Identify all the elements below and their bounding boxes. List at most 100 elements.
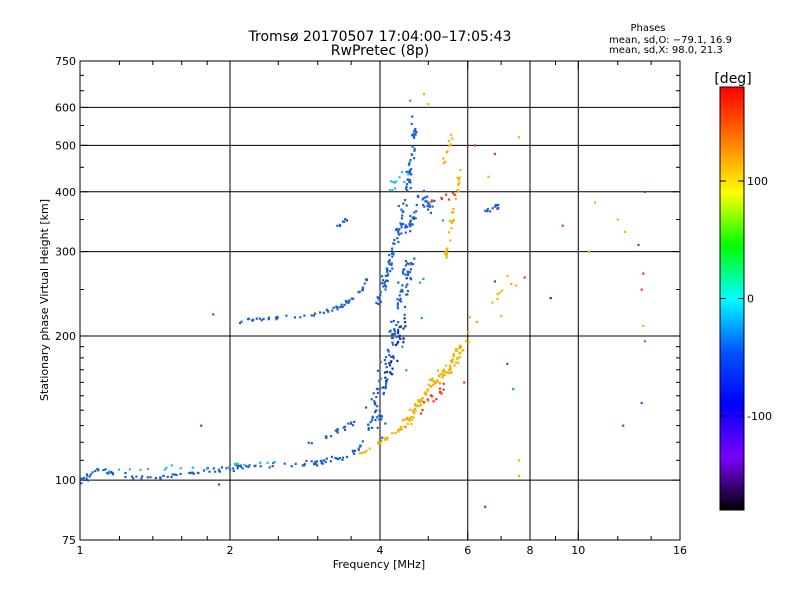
- data-point: [396, 307, 399, 310]
- data-point: [205, 468, 208, 471]
- x-tick-label: 2: [227, 544, 234, 557]
- data-point: [415, 404, 418, 408]
- data-point: [454, 348, 457, 351]
- data-point: [400, 300, 403, 303]
- data-point: [408, 223, 411, 226]
- data-point: [440, 372, 443, 376]
- data-point: [442, 382, 445, 385]
- data-point: [336, 224, 339, 227]
- data-point: [444, 364, 448, 367]
- data-point: [392, 355, 395, 358]
- phases-title: Phases: [630, 23, 665, 34]
- data-point: [454, 197, 457, 200]
- data-point: [413, 403, 417, 406]
- data-point: [171, 473, 174, 476]
- data-point: [141, 475, 144, 478]
- data-point: [386, 348, 389, 351]
- data-point: [272, 461, 275, 465]
- data-point: [401, 290, 404, 293]
- data-point: [424, 200, 427, 203]
- data-point: [451, 221, 454, 224]
- data-point: [391, 432, 394, 435]
- data-point: [378, 409, 381, 412]
- data-point: [443, 373, 446, 376]
- data-point: [139, 468, 142, 471]
- data-point: [405, 183, 409, 186]
- data-point: [453, 364, 456, 367]
- data-point: [392, 336, 395, 340]
- data-point: [383, 371, 387, 374]
- data-point: [271, 465, 274, 468]
- data-point: [381, 275, 384, 278]
- data-point: [381, 279, 385, 282]
- data-point: [392, 242, 395, 245]
- data-point: [363, 282, 366, 285]
- data-point: [377, 297, 380, 300]
- data-point: [407, 170, 410, 174]
- data-point: [403, 305, 407, 308]
- data-point: [428, 203, 431, 206]
- data-point: [214, 470, 217, 473]
- data-point: [376, 369, 379, 372]
- data-point: [312, 463, 316, 466]
- data-point: [430, 379, 433, 382]
- data-point: [442, 161, 445, 165]
- data-point: [457, 179, 461, 182]
- data-point: [372, 392, 375, 395]
- data-point: [561, 224, 564, 227]
- data-point: [397, 330, 400, 333]
- data-point: [413, 211, 416, 214]
- data-point: [130, 475, 134, 478]
- data-point: [140, 477, 143, 480]
- data-point: [439, 390, 442, 394]
- data-point: [146, 476, 149, 479]
- data-point: [240, 320, 243, 323]
- data-point: [412, 136, 416, 139]
- data-point: [423, 205, 426, 208]
- data-point: [259, 461, 262, 464]
- data-point: [438, 381, 441, 385]
- data-point: [388, 354, 391, 357]
- data-point: [384, 387, 387, 390]
- data-point: [435, 398, 438, 401]
- data-point: [413, 412, 416, 415]
- data-point: [389, 371, 392, 374]
- data-point: [314, 460, 317, 463]
- data-point: [374, 403, 377, 406]
- data-point: [357, 447, 360, 450]
- data-point: [374, 410, 377, 414]
- data-point: [400, 226, 403, 229]
- data-point: [361, 286, 364, 289]
- data-point: [403, 321, 407, 324]
- data-point: [188, 471, 191, 475]
- data-point: [643, 340, 646, 343]
- data-point: [268, 466, 271, 469]
- data-point: [197, 471, 200, 475]
- data-point: [413, 408, 417, 411]
- data-point: [390, 262, 393, 265]
- data-point: [267, 318, 270, 321]
- data-point: [405, 204, 408, 207]
- data-point: [424, 392, 428, 395]
- data-point: [88, 475, 91, 478]
- data-point: [450, 133, 453, 136]
- data-point: [303, 463, 306, 466]
- data-point: [262, 317, 265, 321]
- data-point: [342, 456, 345, 459]
- data-point: [334, 456, 337, 459]
- data-point: [388, 260, 391, 263]
- data-point: [361, 440, 364, 443]
- data-point: [400, 232, 403, 235]
- data-point: [383, 359, 386, 362]
- data-point: [400, 223, 403, 226]
- data-point: [228, 466, 231, 469]
- data-point: [414, 127, 417, 131]
- data-point: [408, 162, 411, 165]
- data-point: [497, 206, 500, 210]
- data-point: [422, 203, 425, 207]
- data-point: [409, 214, 412, 218]
- colorbar-label: [deg]: [714, 71, 751, 87]
- data-point: [170, 475, 173, 479]
- data-point: [179, 467, 182, 470]
- data-point: [96, 468, 100, 471]
